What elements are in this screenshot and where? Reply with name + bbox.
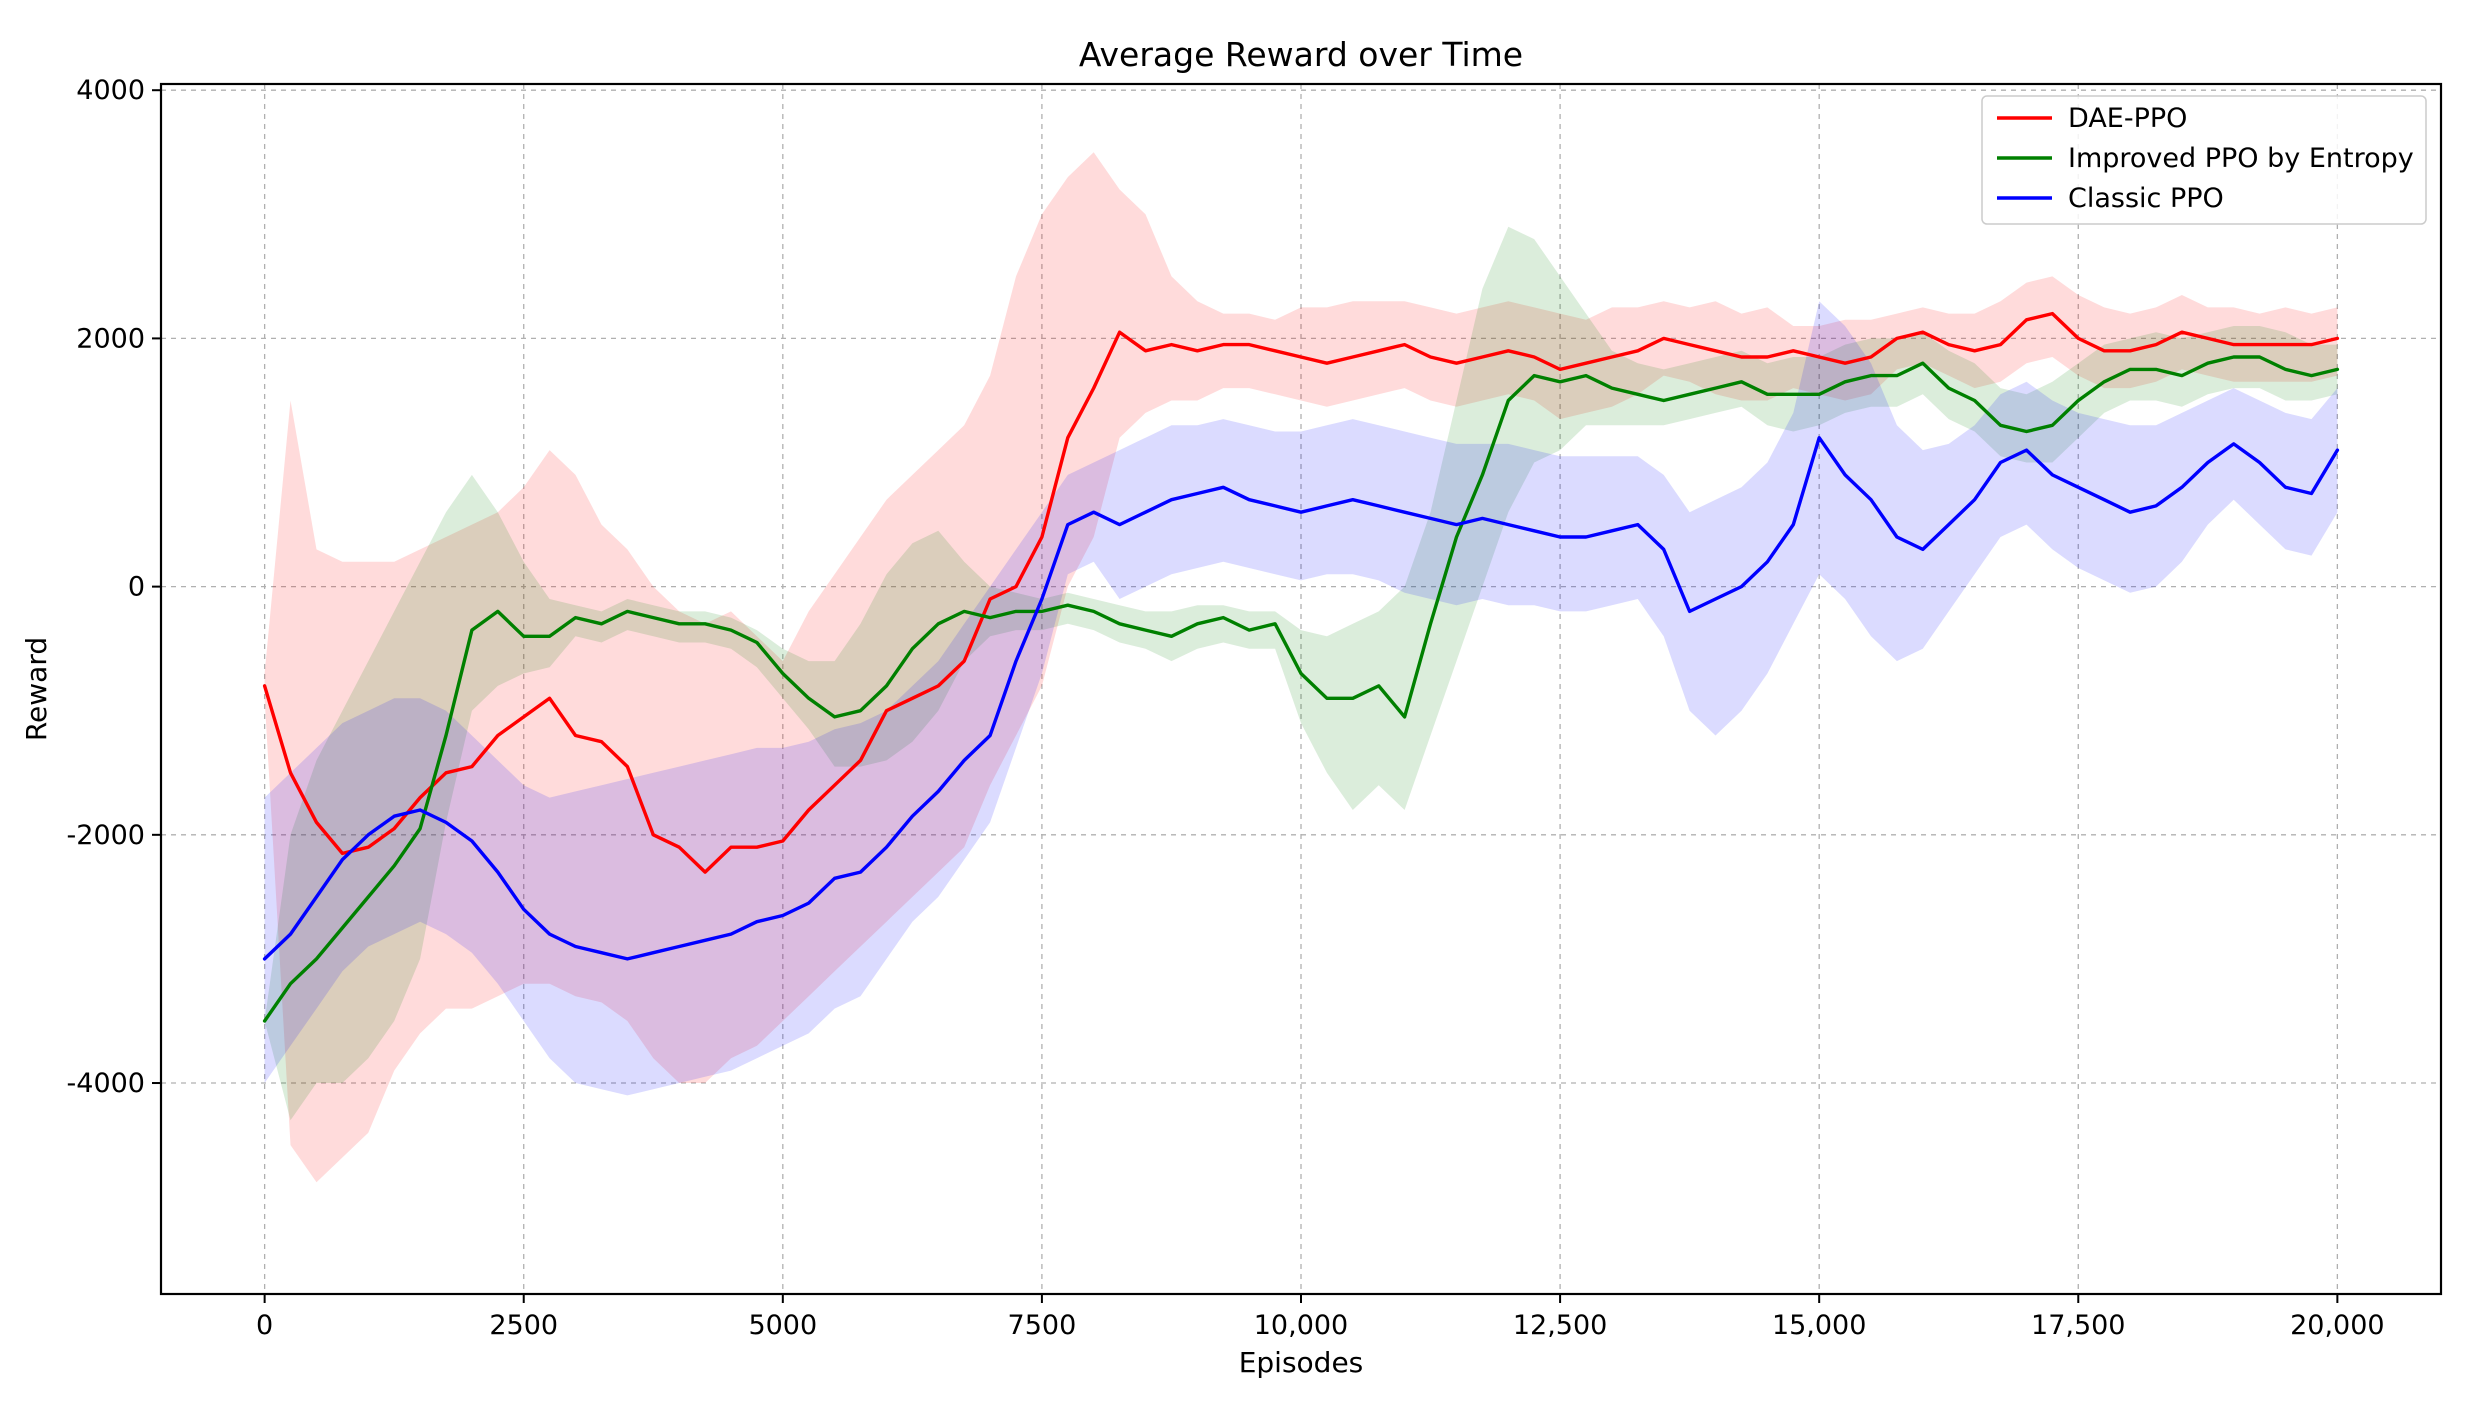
y-axis-title: Reward xyxy=(20,637,53,741)
x-tick-label: 20,000 xyxy=(2290,1310,2384,1341)
legend: DAE-PPO Improved PPO by Entropy Classic … xyxy=(1981,95,2427,225)
x-tick-label: 2500 xyxy=(489,1310,558,1341)
legend-label-dae-ppo: DAE-PPO xyxy=(2068,103,2187,134)
chart-title: Average Reward over Time xyxy=(1079,35,1523,74)
band-classic-ppo xyxy=(264,301,2338,1096)
y-tick-label: -2000 xyxy=(67,820,145,851)
y-tick-label: -4000 xyxy=(67,1068,145,1099)
series-line-improved-ppo-by-entropy xyxy=(262,355,2340,1023)
x-tick-label: 12,500 xyxy=(1513,1310,1607,1341)
x-tick-label: 5000 xyxy=(748,1310,817,1341)
series-line-classic-ppo xyxy=(262,436,2340,961)
y-tick-label: 4000 xyxy=(76,75,145,106)
series-line-dae-ppo xyxy=(262,311,2340,874)
legend-box xyxy=(1981,95,2427,225)
band-dae-ppo xyxy=(264,152,2338,1183)
x-axis-title: Episodes xyxy=(1239,1346,1364,1379)
x-tick-label: 10,000 xyxy=(1254,1310,1348,1341)
x-tick-label: 15,000 xyxy=(1772,1310,1866,1341)
y-tick-label: 2000 xyxy=(76,323,145,354)
y-tick-label: 0 xyxy=(128,572,145,603)
legend-label-classic-ppo: Classic PPO xyxy=(2068,183,2224,214)
x-tick-label: 17,500 xyxy=(2031,1310,2125,1341)
x-tick-label: 7500 xyxy=(1008,1310,1077,1341)
legend-label-improved-ppo: Improved PPO by Entropy xyxy=(2068,143,2414,174)
x-tick-label: 0 xyxy=(256,1310,273,1341)
